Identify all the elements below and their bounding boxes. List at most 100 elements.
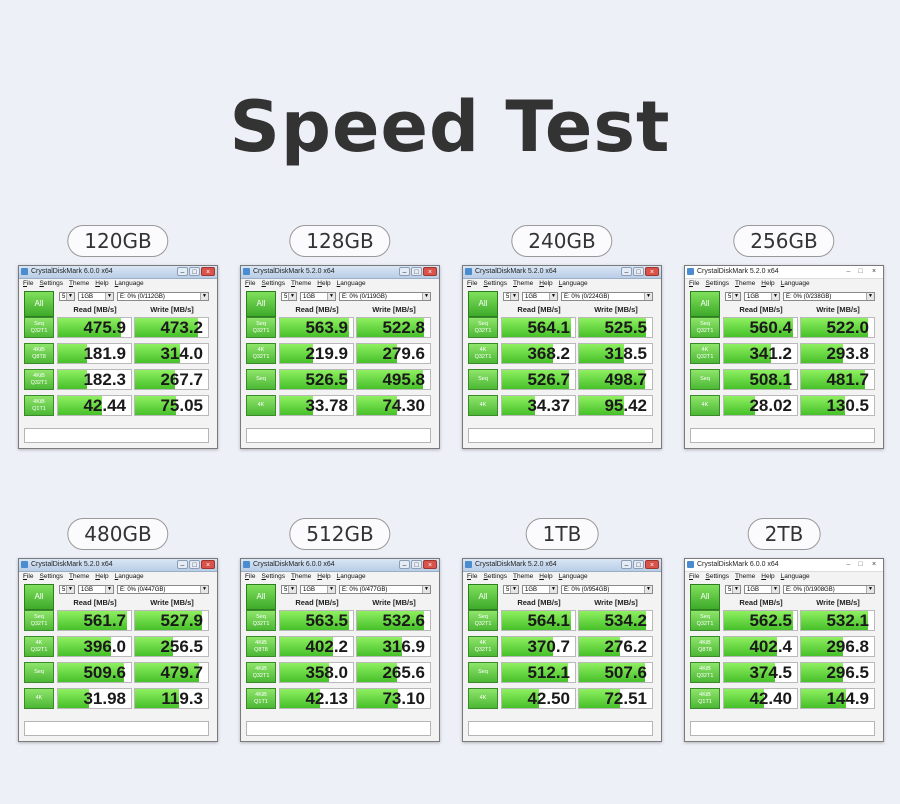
- menu-item-theme[interactable]: Theme: [513, 280, 534, 287]
- test-button[interactable]: Seq: [690, 369, 720, 390]
- count-select[interactable]: 5 ▼: [59, 585, 75, 594]
- test-button[interactable]: 4KiB Q1T1: [246, 688, 276, 709]
- menu-item-help[interactable]: Help: [761, 280, 775, 287]
- drive-select[interactable]: E: 0% (0/447GB) ▼: [117, 585, 209, 594]
- test-button[interactable]: 4K Q32T1: [468, 343, 498, 364]
- menu-item-language[interactable]: Language: [780, 280, 810, 287]
- menu-item-language[interactable]: Language: [114, 280, 144, 287]
- close-icon[interactable]: ×: [645, 267, 659, 276]
- test-button[interactable]: Seq Q32T1: [24, 610, 54, 631]
- menu-item-settings[interactable]: Settings: [261, 280, 286, 287]
- test-button[interactable]: 4K: [246, 395, 276, 416]
- minimize-icon[interactable]: –: [177, 267, 188, 276]
- test-button[interactable]: 4K: [468, 688, 498, 709]
- menu-item-help[interactable]: Help: [95, 280, 109, 287]
- menu-item-file[interactable]: File: [689, 573, 700, 580]
- maximize-icon[interactable]: □: [858, 561, 863, 568]
- menu-item-language[interactable]: Language: [558, 573, 588, 580]
- menu-item-theme[interactable]: Theme: [69, 280, 90, 287]
- close-icon[interactable]: ×: [871, 561, 877, 568]
- all-button[interactable]: All: [246, 291, 276, 317]
- count-select[interactable]: 5 ▼: [503, 292, 519, 301]
- drive-select[interactable]: E: 0% (0/112GB) ▼: [117, 292, 209, 301]
- menu-item-theme[interactable]: Theme: [291, 280, 312, 287]
- close-icon[interactable]: ×: [201, 560, 215, 569]
- menu-item-theme[interactable]: Theme: [69, 573, 90, 580]
- comment-field[interactable]: [468, 721, 653, 736]
- test-button[interactable]: 4KiB Q32T1: [690, 662, 720, 683]
- test-button[interactable]: Seq Q32T1: [690, 317, 720, 338]
- all-button[interactable]: All: [468, 584, 498, 610]
- test-button[interactable]: 4K: [690, 395, 720, 416]
- test-button[interactable]: Seq Q32T1: [690, 610, 720, 631]
- close-icon[interactable]: ×: [423, 267, 437, 276]
- menu-item-settings[interactable]: Settings: [705, 280, 730, 287]
- test-button[interactable]: Seq: [24, 662, 54, 683]
- menu-item-help[interactable]: Help: [539, 280, 553, 287]
- menu-item-file[interactable]: File: [245, 280, 256, 287]
- test-button[interactable]: 4KiB Q8T8: [246, 636, 276, 657]
- count-select[interactable]: 5 ▼: [59, 292, 75, 301]
- test-button[interactable]: Seq Q32T1: [246, 317, 276, 338]
- menu-item-settings[interactable]: Settings: [483, 280, 508, 287]
- test-button[interactable]: Seq: [468, 369, 498, 390]
- drive-select[interactable]: E: 0% (0/954GB) ▼: [561, 585, 653, 594]
- all-button[interactable]: All: [246, 584, 276, 610]
- menu-item-help[interactable]: Help: [761, 573, 775, 580]
- comment-field[interactable]: [468, 428, 653, 443]
- maximize-icon[interactable]: □: [189, 560, 200, 569]
- menu-item-theme[interactable]: Theme: [735, 280, 756, 287]
- menu-item-file[interactable]: File: [467, 573, 478, 580]
- maximize-icon[interactable]: □: [633, 267, 644, 276]
- test-button[interactable]: 4KiB Q8T8: [690, 636, 720, 657]
- maximize-icon[interactable]: □: [411, 267, 422, 276]
- maximize-icon[interactable]: □: [189, 267, 200, 276]
- size-select[interactable]: 1GB ▼: [300, 292, 336, 301]
- test-button[interactable]: Seq: [246, 369, 276, 390]
- menu-item-language[interactable]: Language: [336, 280, 366, 287]
- count-select[interactable]: 5 ▼: [503, 585, 519, 594]
- test-button[interactable]: 4KiB Q1T1: [690, 688, 720, 709]
- menu-item-theme[interactable]: Theme: [513, 573, 534, 580]
- size-select[interactable]: 1GB ▼: [300, 585, 336, 594]
- menu-item-theme[interactable]: Theme: [735, 573, 756, 580]
- drive-select[interactable]: E: 0% (0/119GB) ▼: [339, 292, 431, 301]
- test-button[interactable]: Seq Q32T1: [246, 610, 276, 631]
- test-button[interactable]: 4KiB Q32T1: [246, 662, 276, 683]
- comment-field[interactable]: [24, 721, 209, 736]
- drive-select[interactable]: E: 0% (0/238GB) ▼: [783, 292, 875, 301]
- all-button[interactable]: All: [690, 291, 720, 317]
- menu-item-language[interactable]: Language: [558, 280, 588, 287]
- test-button[interactable]: Seq Q32T1: [24, 317, 54, 338]
- close-icon[interactable]: ×: [423, 560, 437, 569]
- minimize-icon[interactable]: –: [177, 560, 188, 569]
- menu-item-file[interactable]: File: [23, 280, 34, 287]
- test-button[interactable]: Seq: [468, 662, 498, 683]
- size-select[interactable]: 1GB ▼: [522, 585, 558, 594]
- close-icon[interactable]: ×: [645, 560, 659, 569]
- test-button[interactable]: 4KiB Q1T1: [24, 395, 54, 416]
- comment-field[interactable]: [24, 428, 209, 443]
- comment-field[interactable]: [690, 428, 875, 443]
- menu-item-settings[interactable]: Settings: [705, 573, 730, 580]
- test-button[interactable]: 4KiB Q8T8: [24, 343, 54, 364]
- comment-field[interactable]: [246, 721, 431, 736]
- test-button[interactable]: 4K Q32T1: [468, 636, 498, 657]
- drive-select[interactable]: E: 0% (0/477GB) ▼: [339, 585, 431, 594]
- menu-item-help[interactable]: Help: [317, 280, 331, 287]
- test-button[interactable]: 4K Q32T1: [24, 636, 54, 657]
- menu-item-theme[interactable]: Theme: [291, 573, 312, 580]
- size-select[interactable]: 1GB ▼: [744, 292, 780, 301]
- menu-item-help[interactable]: Help: [317, 573, 331, 580]
- count-select[interactable]: 5 ▼: [725, 585, 741, 594]
- test-button[interactable]: 4K Q32T1: [690, 343, 720, 364]
- all-button[interactable]: All: [468, 291, 498, 317]
- all-button[interactable]: All: [690, 584, 720, 610]
- maximize-icon[interactable]: □: [858, 268, 863, 275]
- test-button[interactable]: 4K: [24, 688, 54, 709]
- close-icon[interactable]: ×: [201, 267, 215, 276]
- menu-item-settings[interactable]: Settings: [483, 573, 508, 580]
- menu-item-help[interactable]: Help: [539, 573, 553, 580]
- minimize-icon[interactable]: –: [399, 267, 410, 276]
- menu-item-file[interactable]: File: [689, 280, 700, 287]
